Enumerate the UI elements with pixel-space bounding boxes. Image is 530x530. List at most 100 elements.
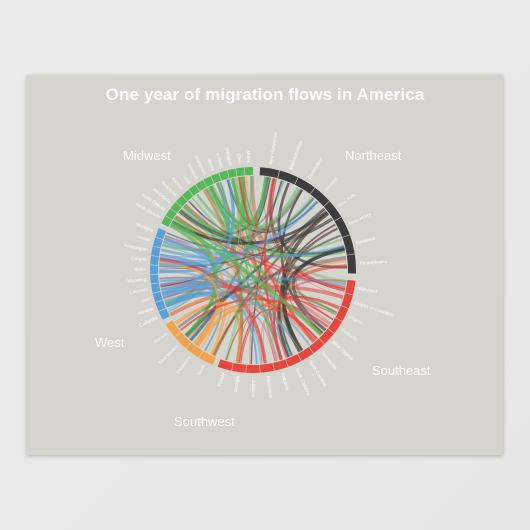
poster-title: One year of migration flows in America xyxy=(105,85,425,104)
state-label: Oregon xyxy=(131,256,147,262)
flow-ribbon xyxy=(159,217,332,270)
state-label: New Hampshire xyxy=(268,131,278,164)
state-label: Alabama xyxy=(280,372,290,391)
state-label: Colorado xyxy=(129,287,149,295)
state-label: Iowa xyxy=(182,174,192,185)
flow-ribbon xyxy=(193,307,301,352)
flow-ribbon xyxy=(198,309,231,356)
flow-ribbon xyxy=(173,217,219,338)
state-label: North Carolina xyxy=(308,359,328,387)
state-label: Idaho xyxy=(134,267,146,272)
flow-ribbon xyxy=(171,220,323,337)
state-label: South Carolina xyxy=(294,367,311,397)
flow-ribbon xyxy=(159,276,326,332)
state-separator xyxy=(345,292,354,296)
flow-ribbon xyxy=(180,298,329,331)
flow-ribbon xyxy=(197,260,347,347)
ribbon-layer xyxy=(158,175,347,364)
state-separator xyxy=(152,291,161,294)
flow-ribbon xyxy=(162,240,345,259)
state-separator xyxy=(245,364,247,373)
flow-ribbon xyxy=(160,237,210,260)
state-separator xyxy=(342,234,350,238)
state-label: New Jersey xyxy=(348,211,372,226)
flow-ribbon xyxy=(162,283,211,308)
state-label: Texas xyxy=(196,363,206,377)
flow-ribbon xyxy=(159,276,314,343)
state-label: Utah xyxy=(140,296,151,304)
state-separator xyxy=(243,167,246,176)
region-label-midwest: Midwest xyxy=(123,148,171,163)
state-separator xyxy=(185,342,192,349)
state-label: Vermont xyxy=(323,176,339,193)
state-separator xyxy=(165,215,173,221)
state-label: Michigan xyxy=(225,147,234,166)
state-label: Mississippi xyxy=(266,376,274,399)
state-separator xyxy=(335,317,343,322)
flow-ribbon xyxy=(160,245,208,262)
state-label: Washington xyxy=(124,243,149,252)
flow-ribbon xyxy=(163,291,302,352)
state-separator xyxy=(323,200,330,207)
region-label-southwest: Southwest xyxy=(174,414,235,429)
state-label: New York xyxy=(337,192,356,208)
flow-ribbon xyxy=(243,176,344,297)
arc-layer xyxy=(150,167,356,373)
state-label: Nevada xyxy=(137,306,154,317)
state-separator xyxy=(272,362,275,371)
state-separator xyxy=(297,353,302,362)
state-label: Oklahoma xyxy=(175,354,192,374)
flow-ribbon xyxy=(159,257,268,364)
state-separator xyxy=(309,187,316,195)
state-separator xyxy=(340,305,349,309)
state-label: Indiana xyxy=(215,152,224,168)
flow-ribbon xyxy=(160,253,311,346)
state-separator xyxy=(155,236,164,240)
flow-ribbon xyxy=(161,178,235,295)
state-label: Tennessee xyxy=(320,350,338,371)
state-label: Delaware xyxy=(356,236,376,246)
flow-ribbon xyxy=(239,176,270,225)
flow-ribbon xyxy=(174,216,338,315)
state-label: Florida xyxy=(217,372,226,387)
flow-ribbon xyxy=(210,184,301,231)
state-separator xyxy=(195,184,201,192)
state-separator xyxy=(285,359,289,367)
flow-ribbon xyxy=(224,175,254,361)
region-arc-west xyxy=(150,228,170,320)
state-separator xyxy=(158,307,167,312)
state-separator xyxy=(175,201,183,208)
state-label: Wyoming xyxy=(127,277,147,284)
state-separator xyxy=(152,245,161,249)
state-label: Kentucky xyxy=(340,328,359,343)
flow-ribbon xyxy=(225,299,336,361)
state-label: Ohio xyxy=(236,154,242,165)
state-label: California xyxy=(138,315,158,328)
flow-ribbon xyxy=(161,277,347,295)
state-separator xyxy=(174,331,182,338)
region-label-northeast: Northeast xyxy=(345,148,402,163)
flow-ribbon xyxy=(175,215,346,290)
flow-ribbon xyxy=(165,181,230,246)
state-label: District of Columbia xyxy=(354,300,394,317)
state-label: Maryland xyxy=(358,286,378,294)
flow-ribbon xyxy=(178,209,333,245)
state-separator xyxy=(318,338,325,345)
state-label: West Virginia xyxy=(331,340,355,362)
state-separator xyxy=(308,346,314,354)
region-arc-midwest xyxy=(161,167,253,227)
flow-ribbon xyxy=(159,279,258,364)
region-label-west: West xyxy=(95,335,125,350)
state-separator xyxy=(170,208,178,214)
state-separator xyxy=(188,189,194,197)
flow-ribbon xyxy=(226,179,315,231)
state-label: Louisiana xyxy=(251,377,256,397)
state-label: Hawaii xyxy=(136,234,151,243)
state-separator xyxy=(327,328,335,334)
state-separator xyxy=(334,216,342,222)
region-label-southeast: Southeast xyxy=(372,363,431,378)
state-separator xyxy=(202,179,208,188)
flow-ribbon xyxy=(250,175,315,343)
flow-ribbon xyxy=(271,225,336,361)
